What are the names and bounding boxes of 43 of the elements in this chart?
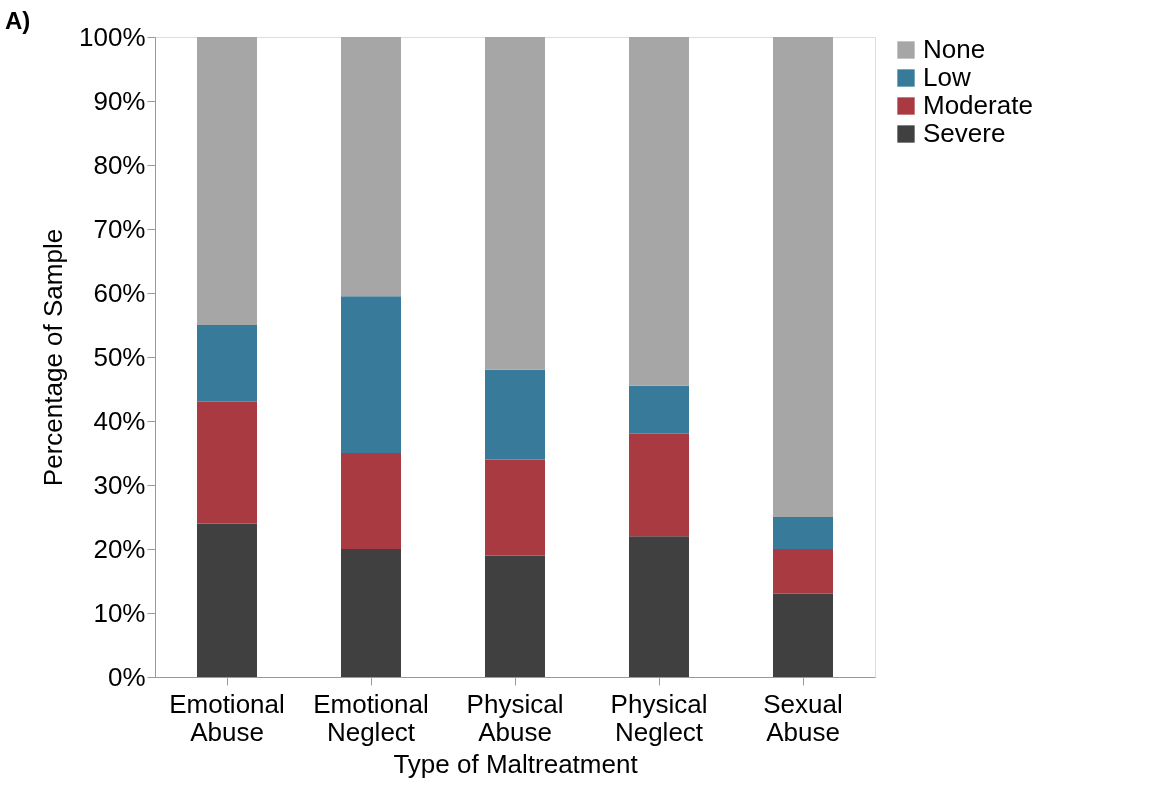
bar (341, 549, 401, 677)
bar (629, 433, 689, 537)
x-tick-label: Emotional Neglect (313, 688, 429, 747)
legend-label: Severe (923, 118, 1006, 148)
bar (485, 369, 545, 460)
bar (773, 549, 833, 594)
bar (773, 517, 833, 549)
bar (485, 555, 545, 677)
bar (629, 37, 689, 386)
bar (197, 325, 257, 402)
y-tick-label: 0% (107, 661, 146, 692)
y-tick-label: 80% (93, 149, 146, 180)
legend-label: Moderate (923, 90, 1033, 120)
y-axis-title: Percentage of Sample (38, 228, 68, 487)
legend-label: None (923, 34, 986, 64)
bar (341, 453, 401, 549)
bar (485, 459, 545, 556)
x-tick-label: Sexual Abuse (763, 688, 843, 747)
bar (629, 536, 689, 677)
y-tick-label: 50% (93, 341, 146, 372)
y-tick-label: 10% (93, 597, 146, 628)
y-tick-label: 90% (93, 85, 146, 116)
bar (197, 401, 257, 524)
y-tick-label: 60% (93, 277, 146, 308)
y-tick-label: 20% (93, 533, 146, 564)
x-tick-label: Physical Abuse (466, 688, 564, 747)
x-tick-label: Physical Neglect (610, 688, 708, 747)
x-tick-label: Emotional Abuse (169, 688, 285, 747)
y-tick-label: 40% (93, 405, 146, 436)
bar (197, 523, 257, 677)
text: A) (5, 7, 31, 34)
bar (629, 385, 689, 434)
y-tick-label: 30% (93, 469, 146, 500)
x-axis-title: Type of Maltreatment (393, 748, 639, 779)
legend-label: Low (923, 62, 971, 92)
bar (341, 37, 401, 297)
bar (773, 593, 833, 677)
bar (197, 37, 257, 325)
bar (341, 296, 401, 453)
bar (485, 37, 545, 370)
y-tick-label: 100% (79, 21, 146, 52)
bar (773, 37, 833, 517)
y-tick-label: 70% (93, 213, 146, 244)
